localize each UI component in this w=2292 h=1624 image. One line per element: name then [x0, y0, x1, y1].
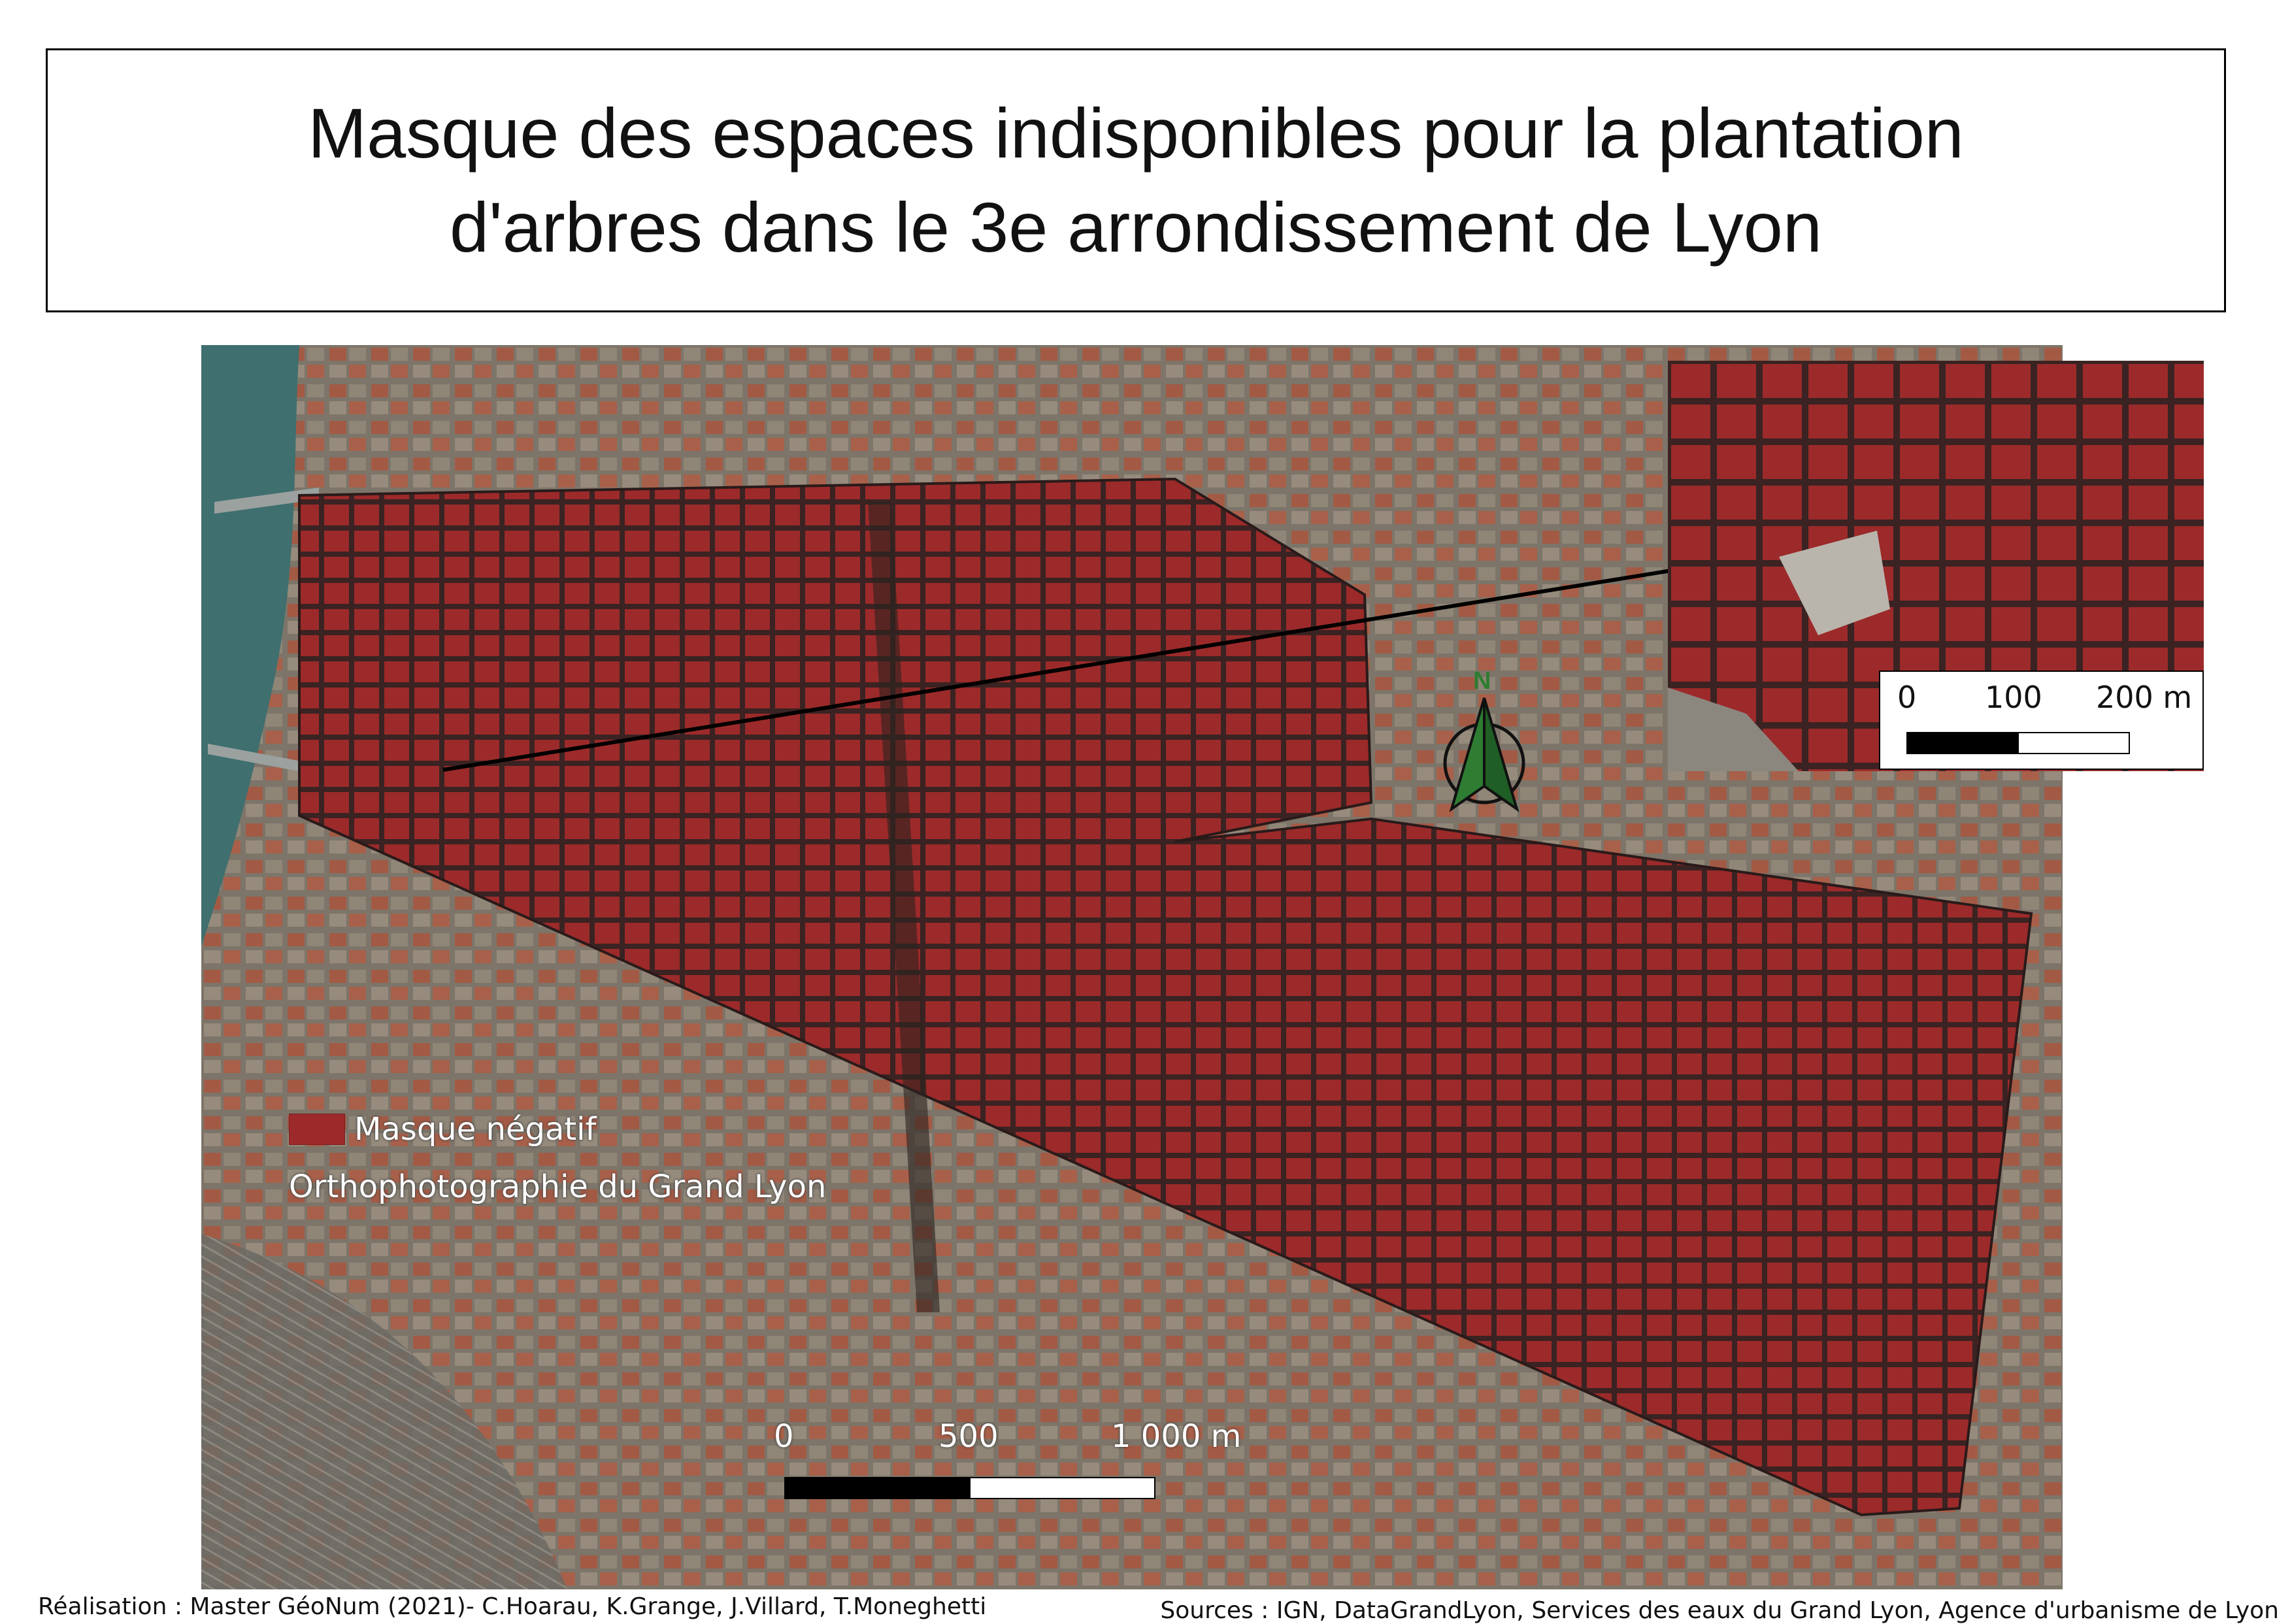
- main-scale-tick: 0: [774, 1418, 794, 1455]
- inset-scale-tick: 200 m: [2096, 680, 2193, 715]
- main-scale-bar: 0 500 1 000 m: [752, 1418, 1241, 1499]
- main-scale-segment-black: [784, 1477, 971, 1499]
- credits-realisation: Réalisation : Master GéoNum (2021)- C.Ho…: [38, 1593, 987, 1620]
- credits-sources: Sources : IGN, DataGrandLyon, Services d…: [1160, 1597, 2279, 1624]
- main-scale-tick: 1 000 m: [1111, 1418, 1242, 1455]
- inset-scale-tick: 0: [1897, 680, 1917, 715]
- legend-label: Masque négatif: [354, 1111, 597, 1148]
- inset-scale-segment-black: [1906, 732, 2019, 754]
- main-scale-segment-white: [969, 1477, 1155, 1499]
- legend-item-orthophoto: Orthophotographie du Grand Lyon: [289, 1168, 826, 1205]
- north-arrow-svg: N: [1443, 667, 1525, 812]
- legend-label: Orthophotographie du Grand Lyon: [289, 1168, 827, 1205]
- legend-swatch: [289, 1114, 345, 1145]
- main-scale-tick: 500: [938, 1418, 999, 1455]
- legend-item-mask: Masque négatif: [289, 1111, 596, 1148]
- inset-scale-segment-white: [2018, 732, 2130, 754]
- north-arrow-icon: N: [1435, 665, 1533, 820]
- title-box: Masque des espaces indisponibles pour la…: [46, 48, 2226, 312]
- inset-scale-bar: 0 100 200 m: [1879, 671, 2204, 770]
- inset-scale-tick: 100: [1985, 680, 2042, 715]
- north-letter: N: [1473, 667, 1491, 695]
- legend: Masque négatif Orthophotographie du Gran…: [289, 1111, 877, 1229]
- map-title: Masque des espaces indisponibles pour la…: [308, 93, 1964, 267]
